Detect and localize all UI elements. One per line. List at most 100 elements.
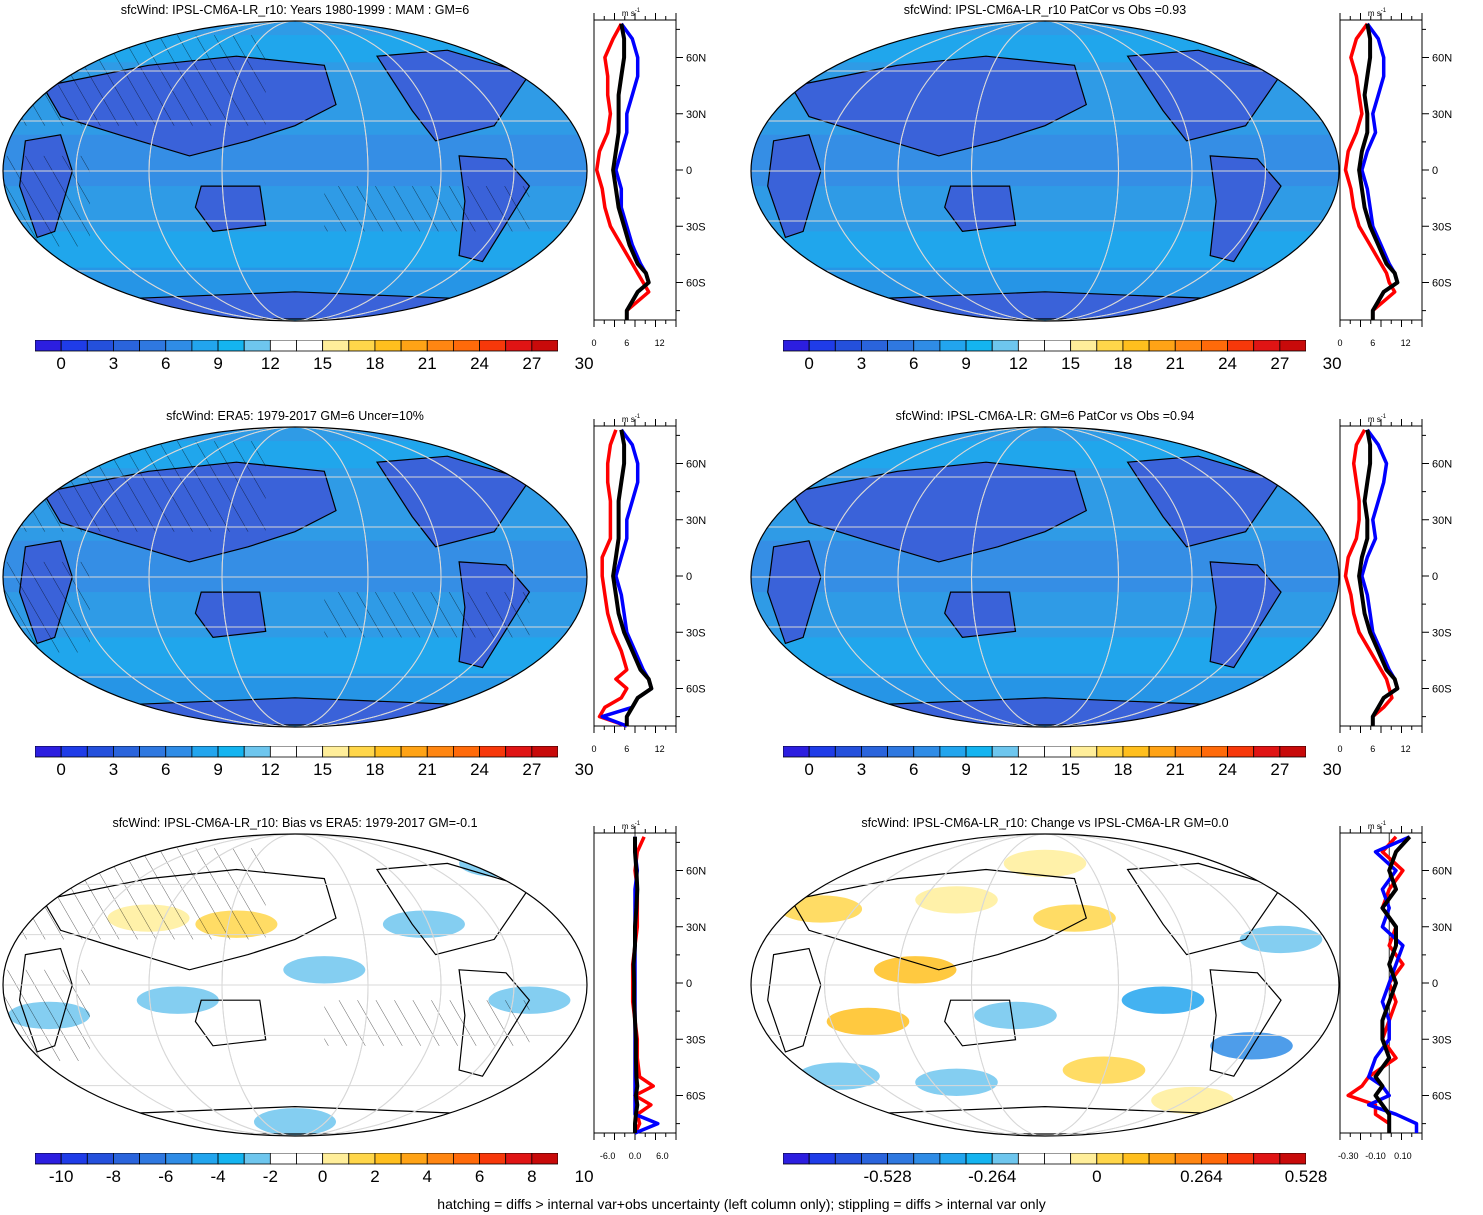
x-tick-label: -6.0 — [600, 1151, 616, 1161]
colorbar-swatch — [243, 340, 271, 352]
colorbar-swatch — [965, 746, 993, 758]
colorbar-swatch — [217, 1153, 245, 1165]
colorbar-swatch — [1044, 340, 1072, 352]
colorbar-swatch — [35, 746, 62, 758]
continent-outline — [375, 49, 531, 142]
x-tick-label: 6 — [1370, 744, 1375, 754]
colorbar-swatch — [374, 746, 402, 758]
colorbar-swatch — [1148, 340, 1176, 352]
colorbar-swatch — [479, 1153, 507, 1165]
lat-tick-label: 60N — [686, 866, 706, 878]
colorbar-swatch — [783, 340, 810, 352]
colorbar-swatch — [452, 340, 480, 352]
colorbar-swatch — [426, 1153, 454, 1165]
colorbar-swatch — [861, 1153, 888, 1165]
graticule-lon — [824, 834, 1266, 1136]
graticule-lon — [75, 21, 515, 321]
colorbar-tick-label: 18 — [365, 354, 385, 373]
colorbar-1 — [35, 340, 558, 352]
continent-outline — [375, 862, 531, 956]
x-tick-label: 0 — [1337, 338, 1342, 348]
colorbar-swatch — [1174, 1153, 1202, 1165]
colorbar-swatch — [348, 1153, 376, 1165]
continent-outline — [790, 868, 1088, 971]
zonal-profile-3: m s-1 60N 30N 0 30S 60S 0 6 12 — [591, 414, 706, 754]
colorbar-tick-label: 4 — [422, 1167, 432, 1186]
zonal-profile-2: m s-1 60N 30N 0 30S 60S 0 6 12 — [1337, 8, 1452, 348]
colorbar-swatch — [296, 746, 324, 758]
colorbar-swatch — [165, 340, 193, 352]
colorbar-swatch — [531, 746, 558, 758]
colorbar-swatch — [60, 746, 88, 758]
lat-tick-label: 30N — [1432, 515, 1452, 527]
colorbar-tick-label: 27 — [1270, 354, 1290, 373]
colorbar-tick-label: 6 — [474, 1167, 485, 1186]
colorbar-swatch — [887, 746, 915, 758]
colorbar-swatch — [1096, 1153, 1124, 1165]
lat-tick-label: 60N — [686, 459, 706, 471]
lat-tick-label: 0 — [1432, 165, 1438, 177]
colorbar-tick-label: 3 — [856, 760, 867, 779]
panel-title: sfcWind: IPSL-CM6A-LR: GM=6 PatCor vs Ob… — [895, 409, 1195, 423]
colorbar-swatch — [808, 340, 836, 352]
continent-outline — [375, 455, 531, 548]
map-panel-6 — [750, 833, 1340, 1137]
colorbar-swatch — [1200, 340, 1228, 352]
continent-outline — [194, 185, 267, 233]
colorbar-swatch — [965, 1153, 993, 1165]
colorbar-swatch — [296, 340, 324, 352]
x-tick-label: 0 — [591, 338, 596, 348]
colorbar-swatch — [1279, 746, 1306, 758]
lat-tick-label: 60S — [1432, 1091, 1452, 1103]
colorbar-swatch — [531, 340, 558, 352]
colorbar-swatch — [913, 340, 941, 352]
colorbar-swatch — [1279, 1153, 1306, 1165]
lat-tick-label: 60S — [1432, 278, 1452, 290]
colorbar-swatch — [1174, 746, 1202, 758]
x-tick-label: -0.10 — [1365, 1151, 1386, 1161]
colorbar-swatch — [86, 746, 114, 758]
colorbar-swatch — [1227, 340, 1255, 352]
colorbar-swatch — [1070, 746, 1098, 758]
lat-tick-label: 30N — [1432, 922, 1452, 934]
colorbar-swatch — [269, 340, 297, 352]
colorbar-swatch — [139, 746, 167, 758]
graticule-lon — [824, 21, 1266, 321]
colorbar-swatch — [35, 340, 62, 352]
colorbar-tick-label: 0.264 — [1180, 1167, 1223, 1186]
colorbar-tick-label: -2 — [262, 1167, 278, 1186]
x-tick-label: -0.30 — [1338, 1151, 1359, 1161]
colorbar-tick-label: -10 — [48, 1167, 74, 1186]
x-tick-label: 6 — [624, 744, 629, 754]
colorbar-tick-label: 0 — [804, 760, 814, 779]
colorbar-tick-label: 0.528 — [1284, 1167, 1328, 1186]
lat-tick-label: 30N — [686, 922, 706, 934]
colorbar-swatch — [1122, 746, 1150, 758]
colorbar-tick-label: 6 — [909, 760, 919, 779]
colorbar-tick-label: 3 — [108, 354, 119, 373]
colorbar-labels-5: -10 -8 -6 -4 -2 0 2 4 6 8 10 — [35, 1167, 594, 1189]
continent-outline — [767, 947, 822, 1053]
colorbar-tick-label: 21 — [1165, 354, 1185, 373]
colorbar-tick-label: 24 — [1218, 354, 1238, 373]
colorbar-swatch — [165, 1153, 193, 1165]
graticule-lon — [148, 427, 442, 727]
colorbar-tick-label: 12 — [260, 760, 280, 779]
x-tick-label: 12 — [655, 338, 665, 348]
graticule-lon — [221, 427, 369, 727]
colorbar-swatch — [243, 746, 271, 758]
colorbar-swatch — [60, 340, 88, 352]
colorbar-tick-label: 21 — [417, 354, 437, 373]
colorbar-swatch — [783, 746, 810, 758]
graticule-lon — [148, 834, 442, 1136]
colorbar-swatch — [887, 1153, 915, 1165]
black-series-line — [1373, 835, 1412, 1133]
colorbar-tick-label: 21 — [417, 760, 437, 779]
colorbar-swatch — [322, 1153, 350, 1165]
colorbar-swatch — [322, 340, 350, 352]
colorbar-labels-4: 0 3 6 9 12 15 18 21 24 27 30 — [783, 760, 1341, 782]
colorbar-swatch — [1279, 340, 1306, 352]
lat-tick-label: 60S — [1432, 684, 1452, 696]
colorbar-swatch — [1096, 340, 1124, 352]
colorbar-swatch — [1174, 340, 1202, 352]
